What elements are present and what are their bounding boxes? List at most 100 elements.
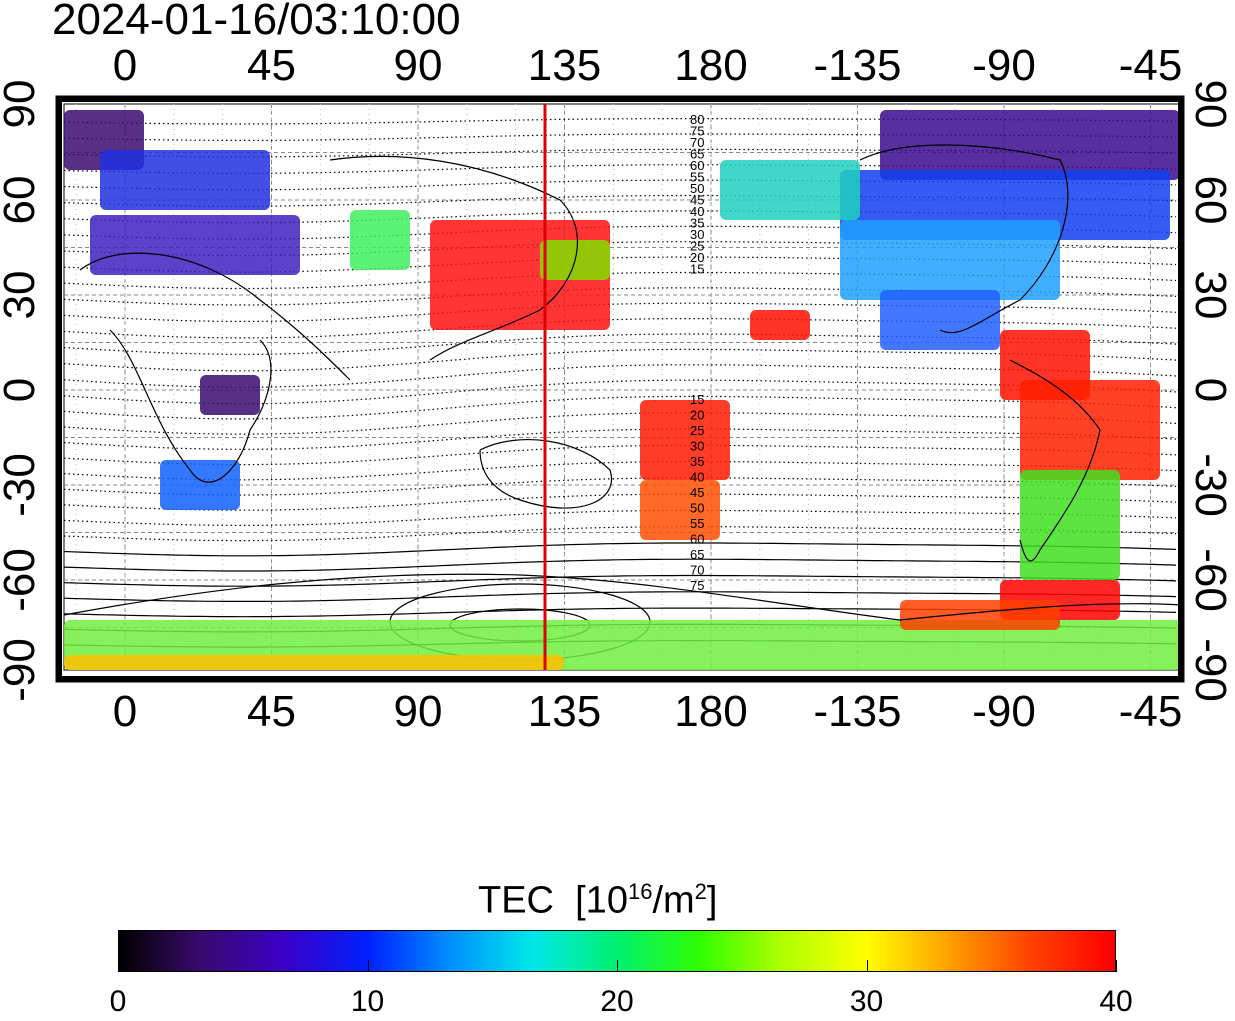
contour-label-south: 45 — [690, 485, 704, 500]
contour-line — [64, 348, 1177, 372]
contour-label-north: 45 — [690, 193, 704, 208]
top-tick: -90 — [972, 41, 1036, 90]
coastline — [79, 252, 351, 381]
contour-line — [64, 591, 1177, 602]
colorbar-tick-mark — [367, 960, 369, 972]
contour-line — [64, 493, 1177, 511]
contour-label-south: 50 — [690, 501, 704, 516]
coastline — [329, 155, 578, 361]
contour-line — [64, 558, 1177, 572]
left-tick: -90 — [0, 638, 44, 702]
colorbar-tick-label: 0 — [109, 985, 127, 1018]
coastline — [859, 144, 1069, 334]
tec-region — [90, 215, 300, 275]
tec-region — [750, 310, 810, 340]
frame-bar — [56, 96, 62, 682]
colorbar-tick-mark — [617, 960, 618, 972]
contour-label-north: 20 — [690, 250, 704, 265]
tec-region — [640, 400, 730, 480]
colorbar-unit-exp2: 2 — [694, 879, 707, 904]
contour-label-south: 70 — [690, 563, 704, 578]
coastlines — [64, 144, 1182, 621]
bottom-tick: 0 — [112, 687, 138, 736]
coastline — [1009, 359, 1101, 562]
contour-label-north: 40 — [690, 204, 704, 219]
tec-region — [900, 600, 1060, 630]
tec-region — [160, 460, 240, 510]
colorbar-unit-prefix: [10 — [575, 879, 628, 922]
contour-line — [64, 118, 1177, 125]
contour-line — [64, 395, 1177, 420]
contour-label-south: 55 — [690, 516, 704, 531]
contour-line — [64, 428, 1177, 450]
colorbar-unit-suffix: ] — [706, 879, 718, 922]
contour-label-south: 75 — [690, 578, 704, 593]
frame-bar — [1178, 96, 1184, 682]
contour-line — [64, 133, 1177, 141]
contour-label-south: 60 — [690, 532, 704, 547]
contour-line — [64, 461, 1177, 481]
contour-line — [64, 444, 1177, 466]
contour-label-south: 40 — [690, 470, 704, 485]
bottom-tick: 180 — [674, 687, 748, 736]
contour-label-north: 55 — [690, 170, 704, 185]
bottom-tick: 45 — [247, 687, 296, 736]
timestamp: 2024-01-16/03:10:00 — [52, 0, 461, 44]
coastline — [479, 439, 613, 509]
colorbar-tick-label: 30 — [849, 985, 884, 1018]
colorbar-tick-label: 40 — [1099, 985, 1133, 1018]
top-tick: 45 — [247, 41, 296, 90]
contour-label-south: 25 — [690, 423, 704, 438]
tec-region — [720, 160, 860, 220]
tec-region — [200, 375, 260, 415]
tec-region — [64, 655, 564, 670]
tec-region — [100, 150, 270, 210]
tec-region — [880, 110, 1180, 180]
tec-region — [1020, 380, 1160, 480]
colorbar-title-text: TEC — [478, 879, 554, 922]
contour-label-north: 60 — [690, 158, 704, 173]
colorbar-unit-mid: /m — [652, 879, 695, 922]
bottom-tick: 135 — [527, 687, 602, 736]
contour-label-north: 70 — [690, 135, 704, 150]
tec-region — [640, 480, 720, 540]
top-tick: 135 — [527, 41, 602, 90]
contour-label-north: 65 — [690, 147, 704, 162]
tec-data-layer — [64, 110, 1182, 670]
top-tick: 90 — [393, 41, 443, 90]
tec-region — [880, 290, 1000, 350]
colorbar-tick-mark — [118, 960, 119, 972]
top-tick: -135 — [813, 41, 902, 90]
contour-line — [64, 477, 1177, 496]
contour-label-north: 50 — [690, 181, 704, 196]
contour-line — [64, 526, 1177, 542]
bottom-tick: -45 — [1118, 687, 1183, 736]
contour-label-south: 20 — [690, 408, 704, 423]
right-tick: -90 — [1186, 638, 1235, 702]
contour-label-south: 30 — [690, 439, 704, 454]
contour-label-north: 35 — [690, 216, 704, 231]
tec-region — [350, 210, 410, 270]
contour-line — [64, 542, 1177, 557]
contour-label-north: 30 — [690, 227, 704, 242]
top-tick: 0 — [112, 41, 138, 90]
contour-label-south: 35 — [690, 454, 704, 469]
axis-bars — [56, 96, 1184, 682]
bottom-tick: -90 — [972, 687, 1036, 736]
colorbar-title: TEC [1016/m2] — [478, 870, 717, 923]
contour-label-north: 25 — [690, 239, 704, 254]
colorbar-tick-mark — [1116, 960, 1117, 972]
frame-bar — [56, 676, 1184, 682]
contour-label-north: 80 — [690, 112, 704, 127]
frame-bar — [56, 96, 1184, 102]
colorbar-tick-label: 20 — [600, 985, 634, 1018]
contour-labels: 8075706560555045403530252015152025303540… — [690, 112, 704, 593]
contour-line — [64, 574, 1177, 587]
colorbar-tick-mark — [866, 960, 868, 972]
coastline — [64, 573, 1182, 621]
bottom-tick: -135 — [813, 687, 902, 736]
colorbar-unit-exp: 16 — [627, 879, 653, 904]
tec-region — [1020, 470, 1120, 580]
coastline — [109, 329, 272, 483]
